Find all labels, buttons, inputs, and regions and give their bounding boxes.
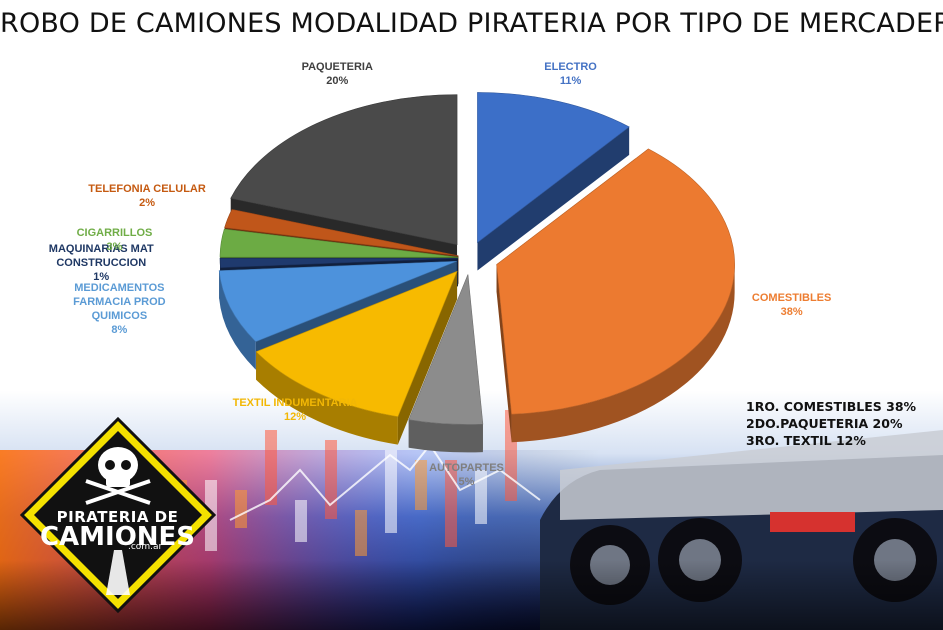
pie-label-text: COMESTIBLES	[751, 292, 832, 305]
background-candle	[355, 510, 367, 556]
pie-label-paqueteria: PAQUETERIA 20%	[302, 60, 373, 88]
pie-slice-cigarrillos	[219, 228, 459, 258]
pie-label-text: ELECTRO	[544, 61, 597, 73]
background-candle	[265, 430, 277, 505]
pie-label-value: 8%	[111, 323, 128, 336]
pie-label-value: 3%	[106, 240, 123, 253]
pie-label-value: 20%	[326, 75, 349, 87]
pie-label-text: CIGARRILLOS	[76, 226, 153, 239]
pie-slice-side	[256, 351, 398, 445]
pie-label-value: 5%	[458, 475, 475, 488]
pie-label-value: 2%	[139, 197, 155, 210]
pie-slice-paqueteria	[230, 94, 458, 246]
pie-slice-wall	[477, 126, 630, 271]
background-candle	[295, 500, 307, 542]
skull-crossbones-logo	[19, 416, 217, 614]
pie-label-text: TEXTIL INDUMENTARIA	[232, 396, 358, 409]
logo-text-line2: CAMIONES	[39, 522, 196, 552]
pie-label-value: 38%	[780, 306, 803, 319]
background-candle	[475, 470, 487, 524]
pie-slice-medicamentos-farmacia-prod-quimicos	[218, 260, 457, 342]
pie-label-text: QUIMICOS	[91, 309, 148, 322]
pie-label-value: 12%	[284, 410, 307, 423]
pie-slice-side	[408, 419, 483, 453]
ranking-item-3: 3RO. TEXTIL 12%	[746, 433, 866, 448]
pie-label-cigarrillos: CIGARRILLOS 3%	[77, 226, 153, 254]
ranking-item-1: 1RO. COMESTIBLES 38%	[746, 399, 917, 414]
pie-label-value: 1%	[93, 270, 110, 283]
pie-label-electro: ELECTRO 11%	[544, 60, 597, 88]
pie-label-text: PAQUETERIA	[301, 61, 373, 73]
pie-slice-electro	[477, 92, 630, 244]
background-candle	[385, 450, 397, 533]
pie-label-text: FARMACIA PROD	[73, 295, 166, 308]
pie-label-textil-indumentaria: TEXTIL INDUMENTARIA 12%	[233, 396, 358, 424]
pie-label-text: CONSTRUCCION	[56, 256, 147, 269]
page-title: ROBO DE CAMIONES MODALIDAD PIRATERIA POR…	[0, 8, 943, 39]
pie-label-medicamentos-farmacia-prod-quimicos: MEDICAMENTOS FARMACIA PROD QUIMICOS 8%	[73, 281, 165, 337]
pie-slice-wall	[496, 264, 512, 443]
background-candle	[235, 490, 247, 528]
pie-label-text: MEDICAMENTOS	[74, 281, 165, 294]
ranking-item-2: 2DO.PAQUETERIA 20%	[746, 416, 903, 431]
pie-label-text: TELEFONIA CELULAR	[88, 183, 206, 196]
pie-slice-side	[511, 264, 735, 443]
pie-label-telefonia-celular: TELEFONIA CELULAR 2%	[88, 182, 206, 210]
pie-slice-autopartes	[408, 274, 484, 425]
pie-label-maquinarias-mat-construccion: MAQUINARIAS MAT CONSTRUCCION 1%	[49, 242, 154, 284]
pie-label-text: MAQUINARIAS MAT	[48, 242, 154, 255]
pie-slice-textil-indumentaria	[255, 270, 458, 417]
pie-slice-comestibles	[496, 148, 735, 415]
logo-text-line1: PIRATERIA DE	[56, 508, 179, 526]
logo-text-line3: .com.ar	[128, 542, 163, 552]
pie-slice-wall	[397, 271, 458, 445]
background-candle	[325, 440, 337, 519]
ranking-list: 1RO. COMESTIBLES 38% 2DO.PAQUETERIA 20% …	[746, 398, 916, 449]
pie-label-comestibles: COMESTIBLES 38%	[752, 291, 831, 319]
pie-label-text: AUTOPARTES	[429, 461, 504, 474]
pie-label-value: 11%	[559, 75, 582, 87]
pie-label-autopartes: AUTOPARTES 5%	[429, 461, 504, 489]
pie-slice-telefonia-celular	[224, 209, 459, 257]
pie-slice-maquinarias-mat-construccion	[219, 257, 459, 269]
background-candle	[415, 460, 427, 510]
